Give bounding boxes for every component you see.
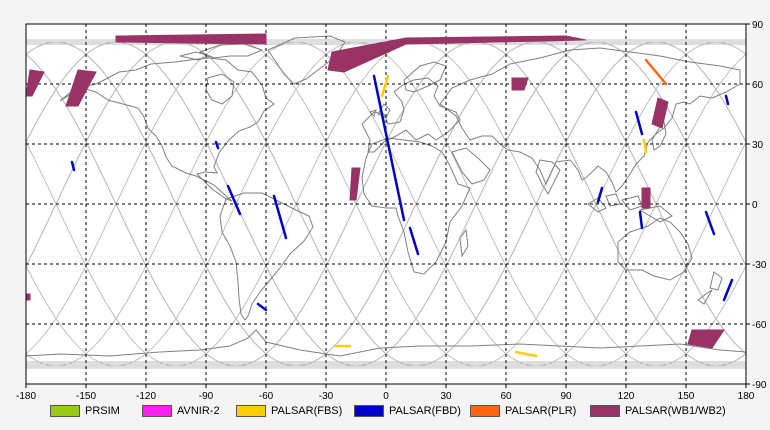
x-tick-label: -90 (199, 391, 214, 402)
legend-swatch (354, 405, 384, 417)
swath-track (722, 278, 734, 302)
swath-track (256, 302, 268, 312)
coastline-asia (439, 47, 741, 193)
swath-track (638, 210, 644, 230)
y-tick-label: -60 (752, 320, 767, 331)
legend-label: PRSIM (85, 405, 120, 417)
axis-ticks: -180 -150 -120 -90 -60 -30 0 30 60 90 120 150 180 90 6… (16, 20, 767, 402)
coastline-madagascar (459, 228, 469, 258)
legend-item: PALSAR(FBD) (354, 404, 461, 418)
x-tick-label: 180 (738, 391, 755, 402)
coastlines (25, 35, 747, 357)
coastline-south-america (219, 192, 314, 321)
y-tick-label: 30 (752, 140, 764, 151)
coastline-greenland (267, 35, 346, 85)
x-tick-label: 0 (383, 391, 389, 402)
legend-item: PALSAR(WB1/WB2) (590, 404, 726, 418)
swath-track (226, 184, 242, 216)
coastline-india (535, 159, 561, 196)
coastline-new-zealand (697, 271, 723, 305)
swath-wb (25, 69, 45, 97)
legend-item: PALSAR(FBS) (236, 404, 342, 418)
coastline-scandinavia (403, 61, 447, 93)
x-tick-label: -150 (76, 391, 96, 402)
swath-track (408, 226, 420, 256)
swath-wb (115, 33, 267, 45)
legend-label: AVNIR-2 (177, 405, 220, 417)
y-tick-label: 60 (752, 80, 764, 91)
swath-track (514, 350, 538, 358)
x-tick-label: 30 (440, 391, 452, 402)
swath-track (596, 186, 604, 204)
observation-swaths (25, 33, 734, 358)
legend-item: AVNIR-2 (142, 404, 220, 418)
coastline-hudson-bay (205, 73, 235, 105)
swath-wb (687, 329, 725, 349)
coastline-north-america (59, 57, 275, 202)
swath-track (70, 160, 76, 172)
legend-item: PRSIM (50, 404, 120, 418)
x-tick-label: -30 (319, 391, 334, 402)
legend: PRSIM AVNIR-2 PALSAR(FBS) PALSAR(FBD) PALSAR… (0, 400, 770, 422)
swath-track (724, 94, 730, 106)
legend-label: PALSAR(WB1/WB2) (625, 405, 726, 417)
legend-swatch (236, 405, 266, 417)
graticule (26, 24, 746, 384)
swath-track (372, 74, 406, 222)
swath-wb (641, 187, 651, 209)
legend-label: PALSAR(PLR) (505, 405, 577, 417)
swath-track (642, 138, 648, 154)
y-tick-label: 0 (752, 200, 758, 211)
y-tick-label: -30 (752, 260, 767, 271)
swath-wb (651, 97, 669, 129)
x-tick-label: 120 (618, 391, 635, 402)
coastline-arctic-islands (179, 43, 264, 61)
x-tick-label: -180 (16, 391, 36, 402)
swath-wb (65, 69, 97, 107)
legend-label: PALSAR(FBD) (389, 405, 461, 417)
swath-wb (25, 293, 31, 301)
coastline-antarctica (25, 329, 747, 357)
y-tick-label: -90 (752, 380, 767, 391)
coastline-australia (617, 217, 693, 281)
swath-wb (511, 77, 529, 91)
x-tick-label: -60 (259, 391, 274, 402)
swath-track (272, 194, 288, 240)
swath-wb (327, 35, 587, 73)
swath-track (380, 74, 390, 98)
x-tick-label: 60 (500, 391, 512, 402)
x-tick-label: 150 (678, 391, 695, 402)
legend-swatch (50, 405, 80, 417)
x-tick-label: 90 (560, 391, 572, 402)
legend-item: PALSAR(PLR) (470, 404, 576, 418)
legend-swatch (590, 405, 620, 417)
swath-track (644, 58, 668, 86)
legend-label: PALSAR(FBS) (271, 405, 343, 417)
coastline-arabia (451, 147, 491, 185)
x-tick-label: -120 (136, 391, 156, 402)
legend-swatch (470, 405, 500, 417)
swath-track (634, 110, 644, 136)
y-tick-label: 90 (752, 20, 764, 31)
swath-track (214, 140, 220, 150)
coastline-japan (651, 120, 667, 151)
swath-track (704, 210, 716, 236)
legend-swatch (142, 405, 172, 417)
swath-wb (349, 167, 361, 201)
